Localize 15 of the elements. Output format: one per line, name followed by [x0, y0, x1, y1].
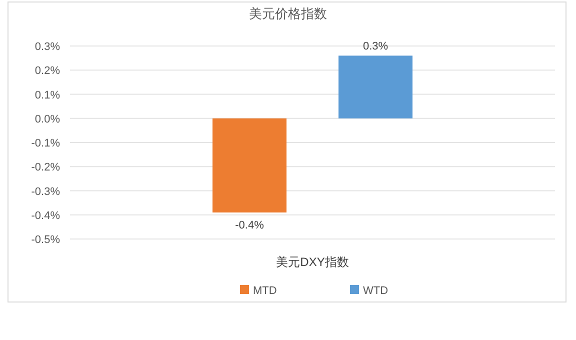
data-label: -0.4%	[235, 219, 264, 232]
y-tick-label: -0.3%	[31, 186, 60, 198]
x-tick-label: 美元DXY指数	[276, 255, 349, 269]
y-tick-label: -0.5%	[31, 234, 60, 246]
y-tick-label: -0.2%	[31, 162, 60, 174]
data-label: 0.3%	[362, 40, 388, 53]
chart-title: 美元价格指数	[249, 6, 327, 21]
y-tick-label: -0.4%	[31, 210, 60, 222]
y-tick-label: -0.1%	[31, 138, 60, 150]
legend-label: MTD	[253, 285, 277, 297]
y-tick-label: 0.1%	[34, 89, 60, 102]
y-tick-label: 0.2%	[34, 65, 60, 78]
y-tick-label: 0.0%	[34, 113, 60, 126]
legend-label: WTD	[363, 285, 388, 297]
y-tick-label: 0.3%	[34, 41, 60, 53]
